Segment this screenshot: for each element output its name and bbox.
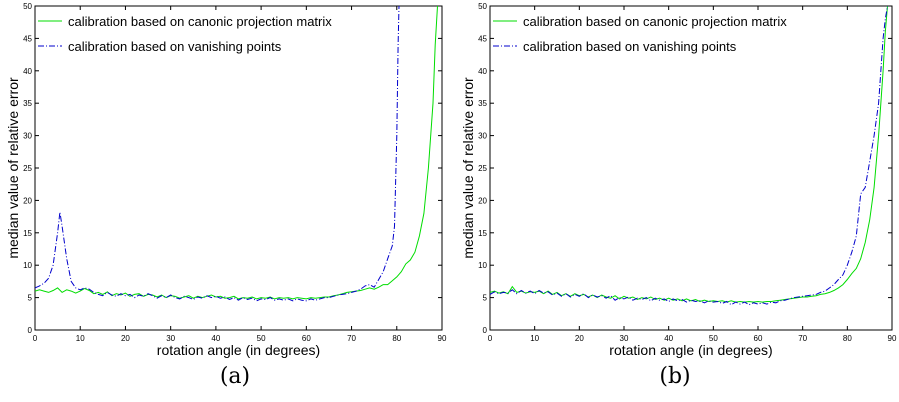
y-tick-label: 15 [478, 229, 487, 238]
y-tick-label: 25 [23, 164, 32, 173]
legend-label-1: calibration based on vanishing points [523, 39, 737, 54]
y-tick-label: 45 [23, 34, 32, 43]
y-tick-label: 30 [478, 132, 487, 141]
x-tick-label: 90 [438, 334, 447, 343]
x-tick-label: 0 [33, 334, 38, 343]
y-tick-label: 35 [23, 99, 32, 108]
x-tick-label: 80 [843, 334, 852, 343]
plot-frame [490, 6, 892, 330]
caption-b: (b) [635, 364, 715, 389]
y-tick-label: 25 [478, 164, 487, 173]
x-tick-label: 20 [575, 334, 584, 343]
x-tick-label: 0 [488, 334, 493, 343]
y-tick-label: 40 [23, 67, 32, 76]
x-axis-label: rotation angle (in degrees) [609, 342, 772, 358]
x-tick-label: 20 [121, 334, 130, 343]
x-tick-label: 70 [347, 334, 356, 343]
x-axis-label: rotation angle (in degrees) [157, 342, 320, 358]
y-tick-label: 20 [23, 196, 32, 205]
y-tick-label: 45 [478, 34, 487, 43]
y-tick-label: 10 [478, 261, 487, 270]
y-tick-label: 50 [478, 2, 487, 11]
y-tick-label: 35 [478, 99, 487, 108]
x-tick-label: 70 [798, 334, 807, 343]
x-tick-label: 10 [76, 334, 85, 343]
chart-a: 0 10 20 30 40 50 60 70 80 9005101520253035404550r… [0, 0, 449, 397]
y-tick-label: 0 [28, 326, 33, 335]
x-tick-label: 90 [888, 334, 897, 343]
y-axis-label: median value of relative error [460, 77, 476, 259]
y-tick-label: 50 [23, 2, 32, 11]
x-tick-label: 10 [530, 334, 539, 343]
y-tick-label: 40 [478, 67, 487, 76]
legend-label-0: calibration based on canonic projection … [68, 14, 332, 29]
legend-label-0: calibration based on canonic projection … [523, 14, 787, 29]
legend-label-1: calibration based on vanishing points [68, 39, 282, 54]
chart-b: 0 10 20 30 40 50 60 70 80 9005101520253035404550r… [450, 0, 899, 397]
y-tick-label: 10 [23, 261, 32, 270]
caption-a: (a) [195, 364, 275, 389]
x-tick-label: 80 [392, 334, 401, 343]
y-tick-label: 20 [478, 196, 487, 205]
plot-frame [35, 6, 442, 330]
y-tick-label: 15 [23, 229, 32, 238]
y-tick-label: 5 [28, 294, 33, 303]
y-tick-label: 0 [483, 326, 488, 335]
y-tick-label: 5 [483, 294, 488, 303]
y-tick-label: 30 [23, 132, 32, 141]
y-axis-label: median value of relative error [5, 77, 21, 259]
figure-panel-a: 0 10 20 30 40 50 60 70 80 90 0 5 10 15 20 25 30 35 40 45 50 r… [0, 0, 449, 397]
figure-panel-b: 0 10 20 30 40 50 60 70 80 90 0 5 10 15 20 25 30 35 40 45 50 r… [450, 0, 899, 397]
